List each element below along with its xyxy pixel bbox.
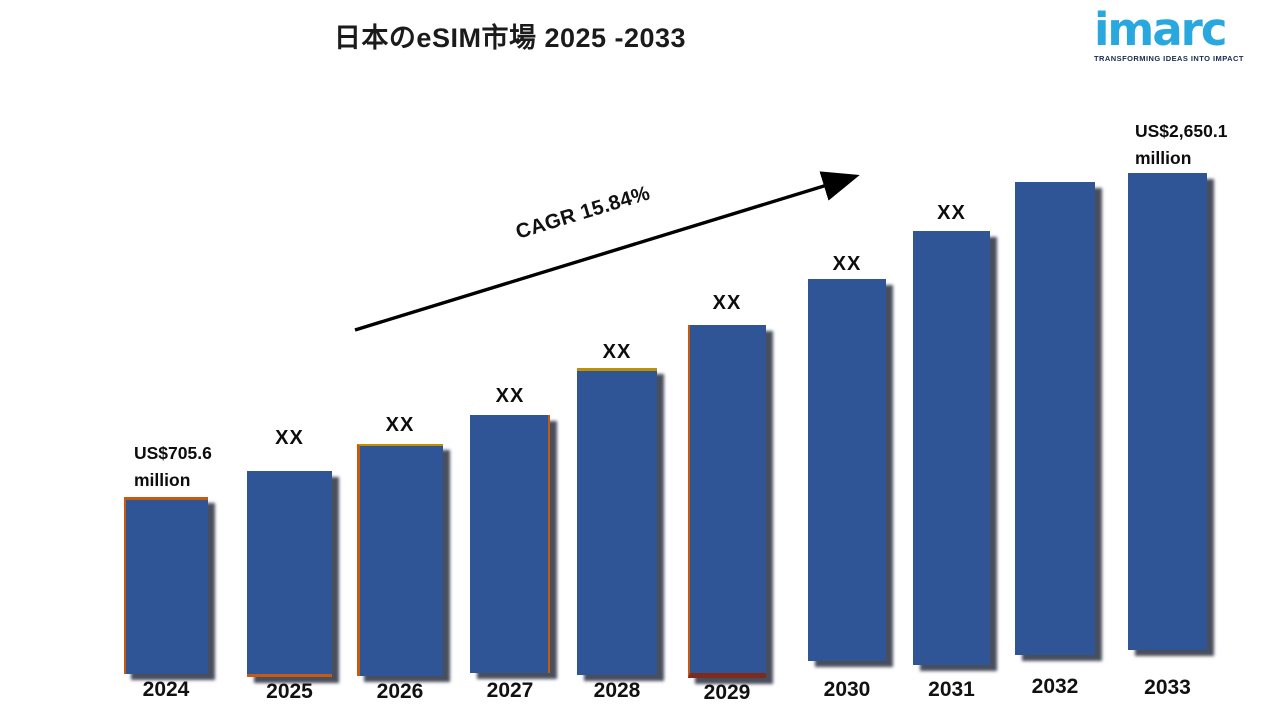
- bar-value-label-2033: US$2,650.1 million: [1135, 121, 1228, 168]
- year-label-2028: 2028: [593, 679, 641, 702]
- bar-value-label-2031: XX: [937, 202, 966, 224]
- year-label-2025: 2025: [266, 680, 313, 703]
- bar-2025: [247, 471, 332, 677]
- year-label-2029: 2029: [703, 681, 751, 704]
- bar-2027: [470, 415, 550, 673]
- bar-2028: [577, 368, 657, 675]
- imarc-logo: imarc TRANSFORMING IDEAS INTO IMPACT: [1094, 3, 1266, 64]
- year-label-2032: 2032: [1031, 675, 1079, 698]
- year-label-2030: 2030: [823, 678, 871, 701]
- bar-value-label-2029: XX: [712, 292, 742, 314]
- imarc-logo-tagline: TRANSFORMING IDEAS INTO IMPACT: [1094, 54, 1244, 64]
- year-label-2027: 2027: [486, 679, 534, 702]
- bar-value-label-2027: XX: [495, 385, 525, 407]
- year-label-2033: 2033: [1144, 676, 1191, 699]
- year-label-2024: 2024: [142, 678, 190, 701]
- bar-2029: [688, 325, 766, 678]
- chart-title: 日本のeSIM市場 2025 -2033: [333, 23, 687, 53]
- imarc-logo-wordmark: imarc: [1094, 3, 1228, 56]
- bar-2033: [1128, 173, 1207, 650]
- bar-2026: [357, 444, 443, 676]
- bar-2031: [913, 231, 990, 665]
- bar-2032: [1015, 182, 1095, 655]
- bar-value-label-2030: XX: [832, 253, 862, 275]
- bar-value-label-2028: XX: [602, 341, 632, 363]
- bar-2024: [124, 497, 208, 674]
- bar-value-label-2026: XX: [385, 414, 415, 436]
- bar-value-label-2025: XX: [275, 427, 304, 449]
- year-label-2026: 2026: [376, 680, 424, 703]
- bar-2030: [808, 279, 886, 661]
- year-label-2031: 2031: [928, 678, 975, 701]
- bar-value-label-2024: US$705.6 million: [134, 443, 212, 490]
- cagr-trend-arrow: [354, 171, 860, 332]
